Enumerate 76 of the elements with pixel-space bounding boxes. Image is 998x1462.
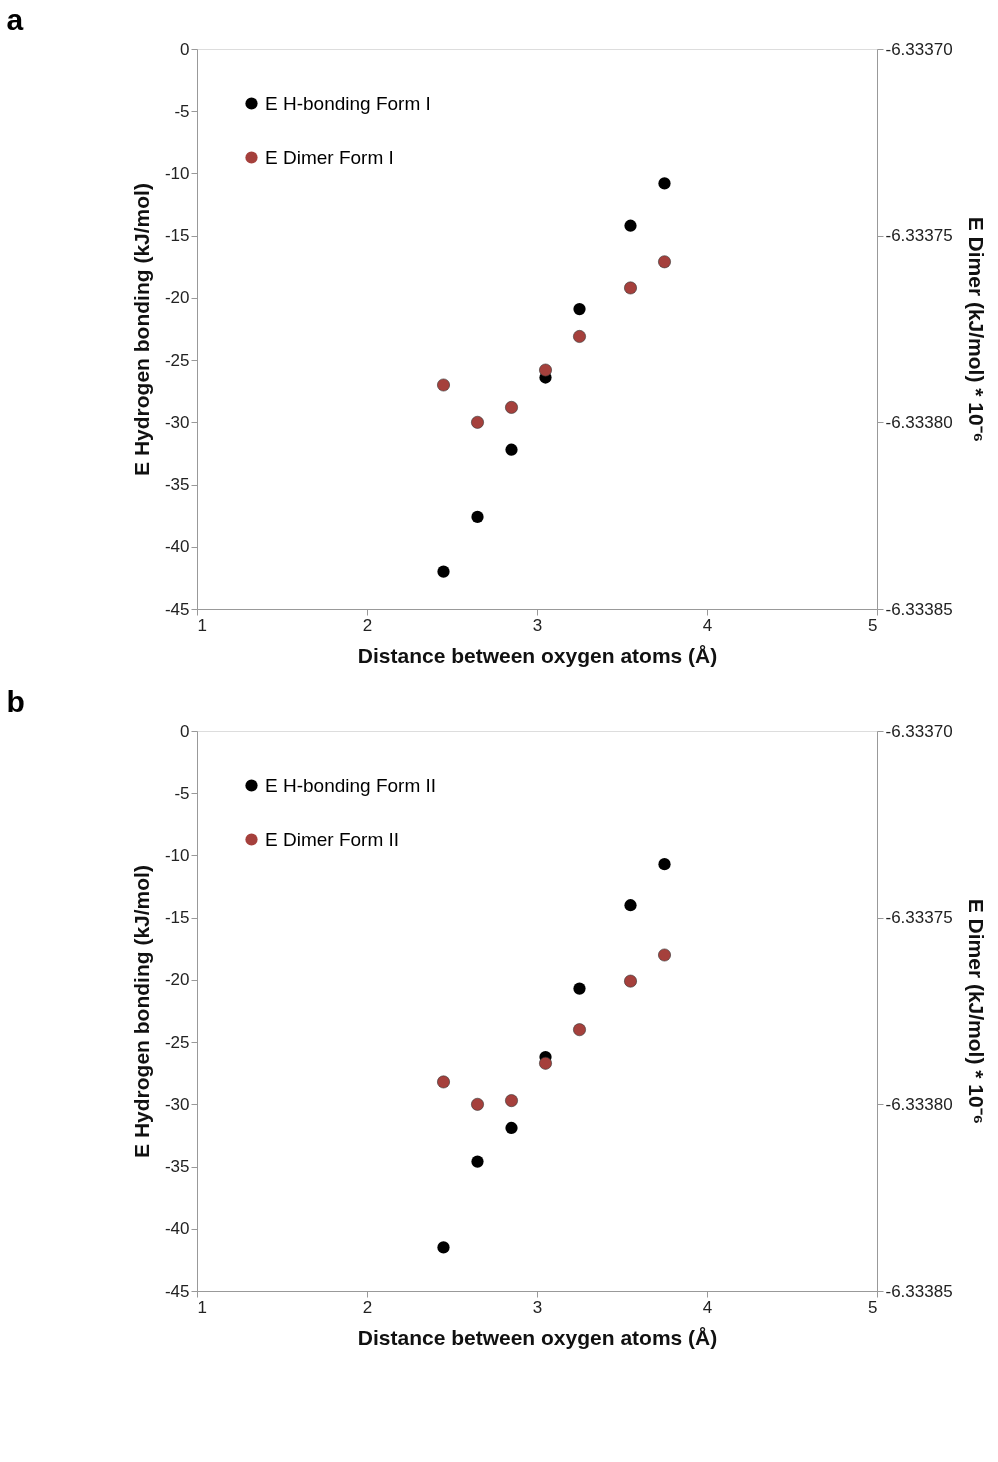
point [505,400,518,414]
point [471,1097,484,1111]
y2-tick-label: -6.33380 [885,412,953,432]
point [471,1155,484,1168]
y2-tick-label: -6.33375 [885,908,953,928]
x-tick-label: 1 [197,615,207,635]
point [573,982,586,995]
y2-tick-label: -6.33375 [885,226,953,246]
x-tick-label: 5 [868,615,878,635]
point [658,177,671,190]
y2-axis-title: E Dimer (kJ/mol) * 10⁻⁶ [964,216,988,443]
x-axis-title: Distance between oxygen atoms (Å) [357,1325,718,1349]
y-tick-label: -15 [164,908,190,928]
y-tick-label: -40 [164,1219,190,1239]
point [573,330,586,343]
y-tick-label: 0 [180,721,190,741]
x-tick-label: 2 [362,1297,373,1317]
y2-tick-label: -6.33385 [885,1281,953,1301]
point [505,1094,518,1108]
point [437,565,450,578]
point [471,510,484,524]
y-tick-label: -5 [174,101,190,121]
x-tick-label: 4 [702,1297,713,1317]
legend-label: E H-bonding Form II [265,774,437,796]
x-tick-label: 1 [197,1297,207,1317]
y-tick-label: -35 [164,475,190,495]
point [624,899,637,912]
legend-label: E Dimer Form II [265,828,400,850]
x-tick-label: 3 [532,615,543,635]
point [624,219,637,232]
y-tick-label: -20 [164,970,190,990]
y2-tick-label: -6.33370 [885,721,953,741]
point [658,948,671,962]
y-tick-label: -40 [164,537,190,557]
x-tick-label: 2 [362,615,373,635]
point [573,302,586,316]
x-axis-title: Distance between oxygen atoms (Å) [357,643,718,667]
y2-tick-label: -6.33380 [885,1094,953,1114]
y-tick-label: -30 [164,1094,190,1114]
point [437,1075,450,1089]
y-tick-label: -10 [164,845,190,865]
y-axis-title: E Hydrogen bonding (kJ/mol) [129,183,153,476]
point [505,1121,518,1135]
y-tick-label: -25 [164,1032,190,1052]
y-tick-label: -30 [164,412,190,432]
point [505,443,518,456]
point [658,255,671,269]
x-tick-label: 4 [702,615,713,635]
legend-label: E Dimer Form I [265,146,394,168]
point [437,378,450,392]
point [471,415,484,429]
y2-tick-label: -6.33385 [885,599,953,619]
point [539,363,552,377]
point [624,281,637,295]
chart-title: b [6,685,25,718]
y-tick-label: -45 [164,599,190,619]
y-tick-label: -15 [164,226,190,246]
chart-title: a [6,3,24,36]
y-axis-title: E Hydrogen bonding (kJ/mol) [129,865,153,1158]
legend-label: E H-bonding Form I [265,92,431,114]
y-tick-label: -45 [164,1281,190,1301]
y-tick-label: -5 [174,783,190,803]
y2-axis-title: E Dimer (kJ/mol) * 10⁻⁶ [964,898,988,1125]
point [437,1241,450,1254]
x-tick-label: 3 [532,1297,543,1317]
y-tick-label: -35 [164,1157,190,1177]
point [658,858,671,871]
point [573,1023,586,1037]
point [539,1056,552,1070]
y-tick-label: -25 [164,350,190,370]
y-tick-label: -10 [164,163,190,183]
x-tick-label: 5 [868,1297,878,1317]
point [624,974,637,988]
y-tick-label: 0 [180,39,190,59]
y2-tick-label: -6.33370 [885,39,953,59]
y-tick-label: -20 [164,288,190,308]
